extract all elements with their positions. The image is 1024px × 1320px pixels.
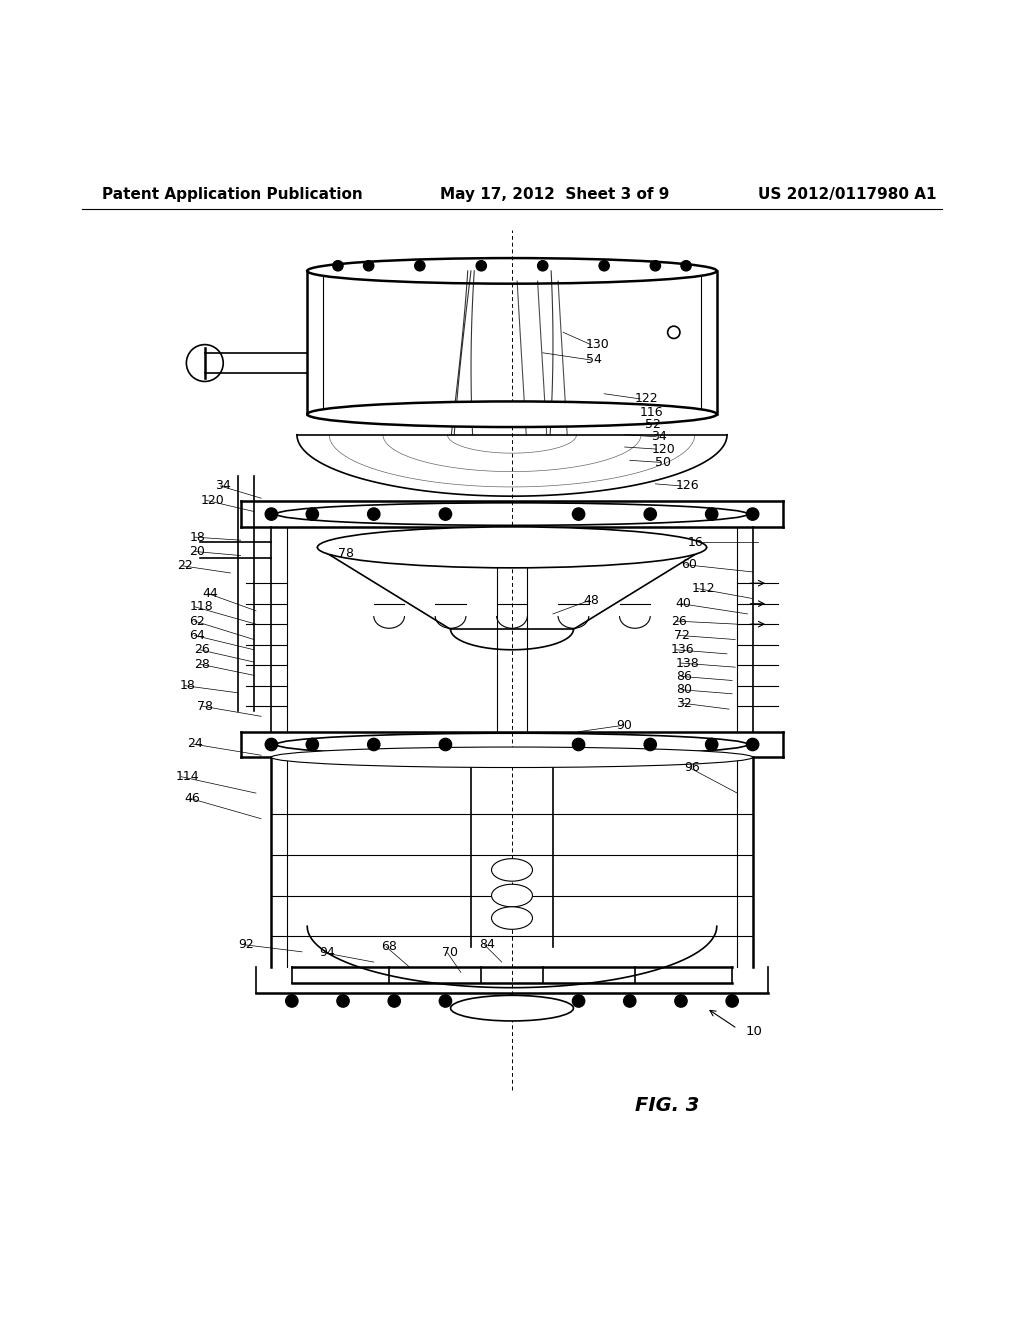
Text: May 17, 2012  Sheet 3 of 9: May 17, 2012 Sheet 3 of 9 — [440, 186, 670, 202]
Text: 92: 92 — [239, 939, 254, 952]
Text: 136: 136 — [671, 643, 694, 656]
Ellipse shape — [492, 884, 532, 907]
Text: 122: 122 — [635, 392, 658, 405]
Text: 120: 120 — [651, 442, 675, 455]
Circle shape — [706, 508, 718, 520]
Text: 90: 90 — [616, 719, 633, 733]
Circle shape — [650, 260, 660, 271]
Text: 112: 112 — [691, 582, 715, 595]
Text: 60: 60 — [681, 558, 697, 572]
Circle shape — [681, 260, 691, 271]
Circle shape — [306, 508, 318, 520]
Text: 18: 18 — [189, 531, 206, 544]
Circle shape — [644, 738, 656, 751]
Circle shape — [388, 995, 400, 1007]
Circle shape — [337, 995, 349, 1007]
Ellipse shape — [317, 527, 707, 568]
Circle shape — [706, 738, 718, 751]
Circle shape — [415, 260, 425, 271]
Circle shape — [572, 508, 585, 520]
Circle shape — [364, 260, 374, 271]
Text: 26: 26 — [671, 615, 686, 627]
Text: 80: 80 — [676, 684, 692, 696]
Text: 24: 24 — [187, 738, 203, 751]
Text: 18: 18 — [179, 678, 196, 692]
Text: 46: 46 — [184, 792, 200, 805]
Text: 54: 54 — [586, 354, 602, 367]
Text: 34: 34 — [651, 430, 667, 444]
Text: 64: 64 — [189, 628, 205, 642]
Circle shape — [286, 995, 298, 1007]
Text: 52: 52 — [645, 418, 662, 430]
Text: 72: 72 — [674, 628, 690, 642]
Text: 96: 96 — [684, 762, 699, 774]
Text: 118: 118 — [189, 601, 213, 614]
Text: 48: 48 — [584, 594, 600, 607]
Circle shape — [644, 508, 656, 520]
Text: 62: 62 — [189, 615, 205, 627]
Text: 68: 68 — [381, 940, 397, 953]
Text: 94: 94 — [319, 946, 335, 960]
Text: 22: 22 — [177, 560, 193, 573]
Text: 34: 34 — [215, 479, 230, 492]
Circle shape — [265, 738, 278, 751]
Circle shape — [599, 260, 609, 271]
Circle shape — [675, 995, 687, 1007]
Ellipse shape — [492, 858, 532, 882]
Text: 86: 86 — [676, 669, 692, 682]
Circle shape — [368, 738, 380, 751]
Circle shape — [572, 995, 585, 1007]
Text: 10: 10 — [745, 1026, 762, 1039]
Circle shape — [538, 260, 548, 271]
Text: 78: 78 — [197, 700, 213, 713]
Text: 40: 40 — [676, 597, 692, 610]
Circle shape — [333, 260, 343, 271]
Ellipse shape — [492, 907, 532, 929]
Text: Patent Application Publication: Patent Application Publication — [102, 186, 364, 202]
Text: 114: 114 — [176, 771, 200, 783]
Text: 120: 120 — [201, 494, 224, 507]
Circle shape — [746, 508, 759, 520]
Circle shape — [265, 508, 278, 520]
Circle shape — [572, 738, 585, 751]
Text: 116: 116 — [640, 405, 664, 418]
Text: 20: 20 — [189, 545, 206, 558]
Text: FIG. 3: FIG. 3 — [635, 1096, 699, 1115]
Ellipse shape — [307, 401, 717, 428]
Ellipse shape — [451, 995, 573, 1020]
Text: US 2012/0117980 A1: US 2012/0117980 A1 — [758, 186, 936, 202]
Text: 28: 28 — [195, 657, 211, 671]
Circle shape — [476, 260, 486, 271]
Text: 130: 130 — [586, 338, 609, 351]
Circle shape — [624, 995, 636, 1007]
Circle shape — [306, 738, 318, 751]
Text: 16: 16 — [688, 536, 703, 549]
Circle shape — [746, 738, 759, 751]
Circle shape — [439, 995, 452, 1007]
Text: 44: 44 — [203, 587, 218, 599]
Circle shape — [506, 995, 518, 1007]
Circle shape — [439, 508, 452, 520]
Circle shape — [368, 508, 380, 520]
Text: 26: 26 — [195, 643, 210, 656]
Text: 70: 70 — [442, 946, 459, 960]
Text: 78: 78 — [338, 546, 354, 560]
Ellipse shape — [271, 747, 753, 767]
Circle shape — [439, 738, 452, 751]
Text: 84: 84 — [479, 939, 496, 952]
Circle shape — [726, 995, 738, 1007]
Text: 126: 126 — [676, 479, 699, 492]
Text: 50: 50 — [655, 455, 672, 469]
Text: 32: 32 — [676, 697, 691, 710]
Text: 138: 138 — [676, 656, 699, 669]
